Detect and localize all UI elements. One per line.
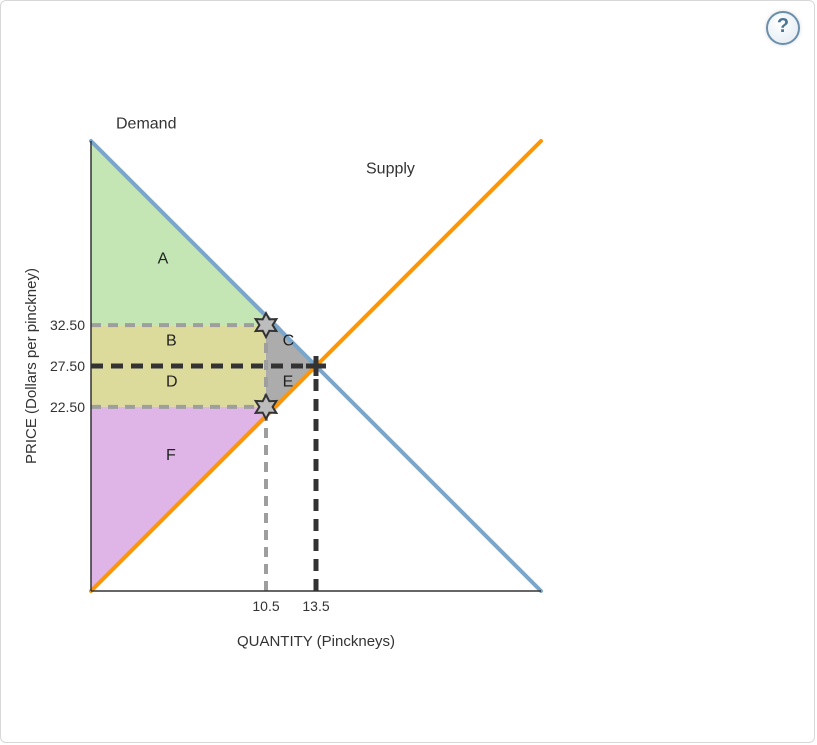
region-label-D: D: [166, 373, 178, 390]
x-tick-label: 10.5: [252, 598, 279, 614]
region-label-A: A: [158, 251, 169, 268]
region-label-B: B: [166, 333, 177, 350]
region-label-C: C: [283, 333, 295, 350]
region-D: [91, 366, 266, 407]
y-tick-label: 32.50: [50, 317, 85, 333]
region-label-E: E: [283, 373, 294, 390]
region-label-F: F: [166, 447, 176, 464]
chart-panel: ? DemandSupply10.513.522.5027.5032.50QUA…: [0, 0, 815, 743]
x-tick-label: 13.5: [302, 598, 329, 614]
supply-demand-chart: Demand Supply 10.5 13.5 22.50 27.50 32.50 QUANT…: [1, 1, 816, 744]
region-B: [91, 325, 266, 366]
y-tick-label: 27.50: [50, 358, 85, 374]
x-axis-label: QUANTITY (Pinckneys): [237, 633, 395, 650]
demand-label: Demand: [116, 116, 176, 133]
y-tick-label: 22.50: [50, 399, 85, 415]
y-axis-label: PRICE (Dollars per pinckney): [23, 268, 40, 464]
supply-label: Supply: [366, 161, 415, 178]
